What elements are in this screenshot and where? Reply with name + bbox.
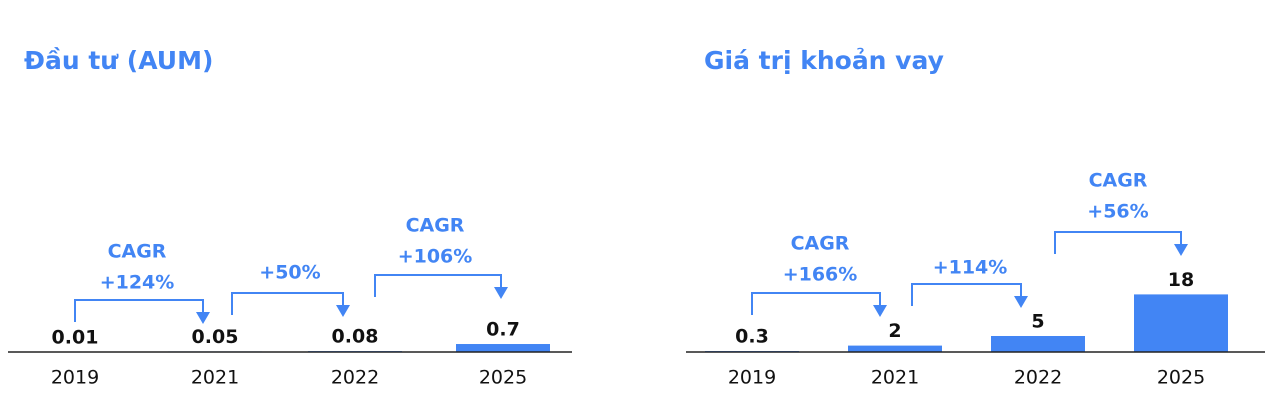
x-tick-label: 2022 (1014, 367, 1062, 389)
cagr-bracket (911, 283, 1022, 306)
cagr-label: CAGR (1089, 170, 1148, 192)
chart-title: Đầu tư (AUM) (24, 46, 213, 75)
bar (456, 344, 550, 352)
value-label: 5 (1031, 311, 1044, 333)
value-label: 0.08 (332, 326, 379, 348)
cagr-bracket (374, 274, 502, 297)
cagr-arrow (196, 312, 210, 324)
chart-title: Giá trị khoản vay (704, 46, 944, 75)
cagr-label: +114% (933, 257, 1008, 279)
cagr-label: +106% (398, 246, 473, 268)
cagr-label: +124% (100, 272, 175, 294)
cagr-label: CAGR (108, 241, 167, 263)
cagr-label: +166% (783, 264, 858, 286)
cagr-label: +56% (1087, 201, 1148, 223)
x-tick-label: 2019 (728, 367, 776, 389)
value-label: 0.7 (486, 319, 520, 341)
cagr-label: CAGR (406, 215, 465, 237)
value-label: 0.3 (735, 326, 769, 348)
value-label: 0.05 (192, 326, 239, 348)
x-tick-label: 2019 (51, 367, 99, 389)
cagr-bracket (74, 299, 204, 322)
value-label: 18 (1168, 269, 1194, 291)
x-tick-label: 2025 (479, 367, 527, 389)
x-tick-label: 2021 (871, 367, 919, 389)
cagr-arrow (336, 305, 350, 317)
x-tick-label: 2025 (1157, 367, 1205, 389)
cagr-arrow (1014, 296, 1028, 308)
x-tick-label: 2022 (331, 367, 379, 389)
value-label: 2 (888, 320, 901, 342)
cagr-bracket (231, 292, 344, 315)
cagr-bracket (1054, 231, 1182, 254)
bar (991, 336, 1085, 352)
cagr-arrow (494, 287, 508, 299)
cagr-label: CAGR (791, 233, 850, 255)
cagr-arrow (873, 305, 887, 317)
cagr-bracket (751, 292, 881, 315)
cagr-label: +50% (259, 262, 320, 284)
bar (848, 345, 942, 352)
value-label: 0.01 (52, 326, 99, 348)
cagr-arrow (1174, 244, 1188, 256)
x-tick-label: 2021 (191, 367, 239, 389)
bar (1134, 294, 1228, 352)
